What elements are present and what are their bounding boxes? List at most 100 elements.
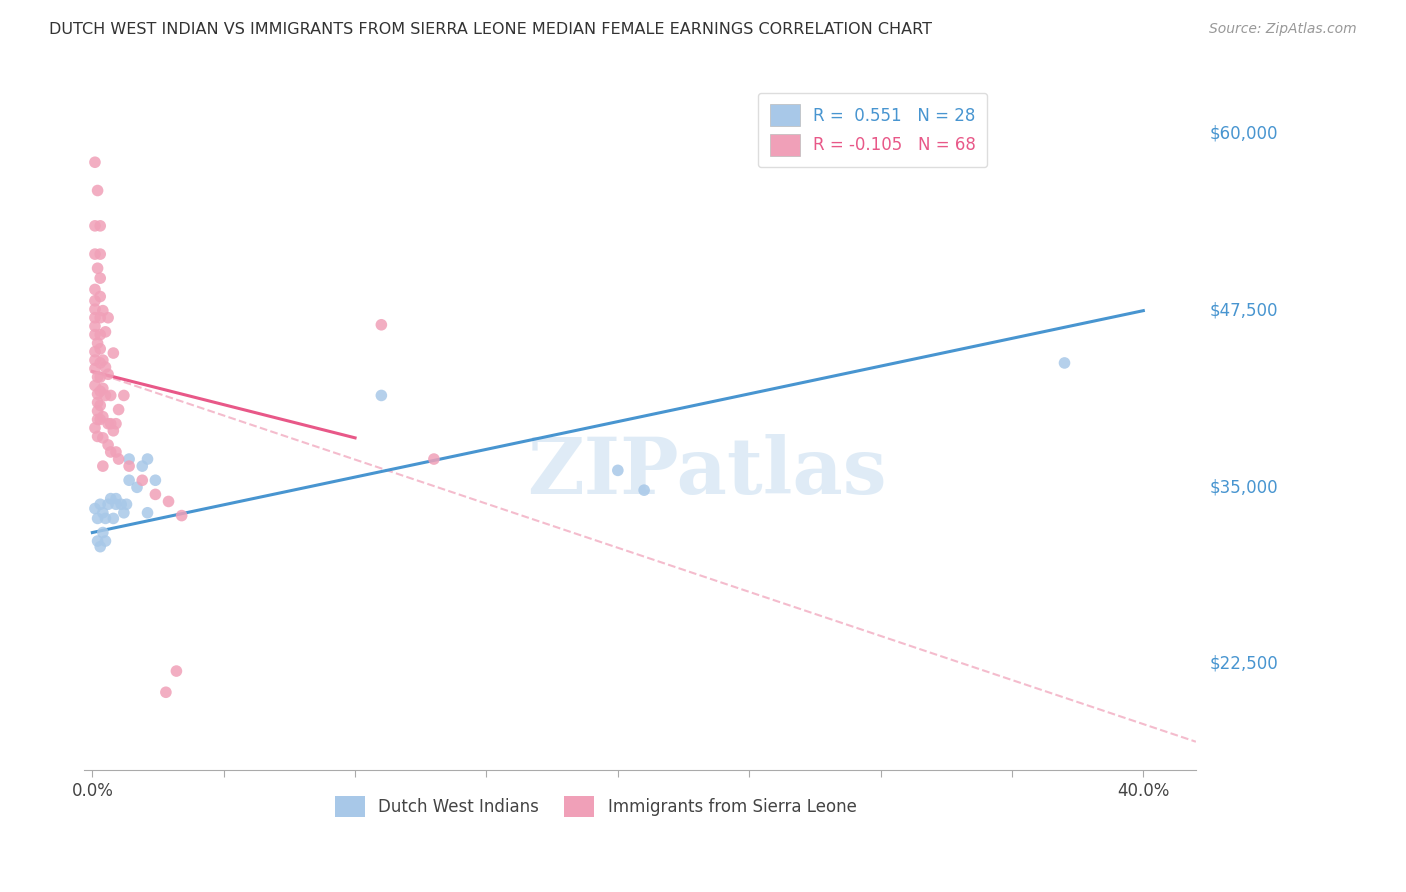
- Point: [115, 497, 138, 511]
- Point: [84, 302, 107, 317]
- Point: [89, 342, 111, 356]
- Point: [89, 540, 111, 554]
- Point: [84, 293, 107, 308]
- Point: [89, 384, 111, 399]
- Point: [89, 310, 111, 325]
- Point: [94, 388, 117, 402]
- Point: [89, 271, 111, 285]
- Point: [170, 508, 193, 523]
- Text: DUTCH WEST INDIAN VS IMMIGRANTS FROM SIERRA LEONE MEDIAN FEMALE EARNINGS CORRELA: DUTCH WEST INDIAN VS IMMIGRANTS FROM SIE…: [49, 22, 932, 37]
- Point: [91, 431, 114, 445]
- Point: [86, 429, 108, 443]
- Legend: Dutch West Indians, Immigrants from Sierra Leone: Dutch West Indians, Immigrants from Sier…: [329, 789, 863, 824]
- Point: [86, 387, 108, 401]
- Point: [370, 388, 392, 402]
- Point: [100, 445, 122, 459]
- Text: $35,000: $35,000: [1209, 478, 1278, 496]
- Point: [86, 336, 108, 351]
- Text: $60,000: $60,000: [1209, 125, 1278, 143]
- Point: [84, 282, 107, 296]
- Point: [84, 247, 107, 261]
- Point: [103, 424, 125, 438]
- Point: [86, 370, 108, 384]
- Point: [89, 327, 111, 342]
- Text: ZIPatlas: ZIPatlas: [527, 434, 887, 510]
- Point: [155, 685, 177, 699]
- Point: [97, 310, 120, 325]
- Point: [84, 344, 107, 359]
- Point: [165, 664, 187, 678]
- Point: [633, 483, 655, 497]
- Point: [91, 525, 114, 540]
- Point: [94, 325, 117, 339]
- Point: [97, 368, 120, 382]
- Point: [84, 319, 107, 334]
- Point: [100, 491, 122, 506]
- Point: [136, 506, 159, 520]
- Point: [89, 412, 111, 426]
- Text: Source: ZipAtlas.com: Source: ZipAtlas.com: [1209, 22, 1357, 37]
- Point: [125, 480, 148, 494]
- Point: [107, 452, 129, 467]
- Point: [91, 409, 114, 424]
- Point: [107, 402, 129, 417]
- Point: [89, 497, 111, 511]
- Point: [89, 398, 111, 412]
- Point: [97, 497, 120, 511]
- Point: [86, 511, 108, 525]
- Point: [118, 452, 141, 467]
- Point: [94, 511, 117, 525]
- Point: [84, 361, 107, 376]
- Point: [89, 219, 111, 233]
- Point: [104, 417, 127, 431]
- Point: [84, 155, 107, 169]
- Point: [89, 370, 111, 384]
- Point: [84, 378, 107, 392]
- Point: [104, 497, 127, 511]
- Point: [370, 318, 392, 332]
- Point: [136, 452, 159, 467]
- Point: [112, 506, 135, 520]
- Point: [84, 219, 107, 233]
- Point: [100, 388, 122, 402]
- Text: $47,500: $47,500: [1209, 301, 1278, 319]
- Point: [94, 360, 117, 375]
- Point: [118, 473, 141, 487]
- Point: [103, 346, 125, 360]
- Point: [157, 494, 180, 508]
- Point: [89, 289, 111, 303]
- Text: $22,500: $22,500: [1209, 655, 1278, 673]
- Point: [103, 511, 125, 525]
- Point: [91, 353, 114, 368]
- Point: [94, 534, 117, 549]
- Point: [84, 421, 107, 435]
- Point: [91, 303, 114, 318]
- Point: [104, 491, 127, 506]
- Point: [91, 459, 114, 474]
- Point: [145, 473, 167, 487]
- Point: [1053, 356, 1076, 370]
- Point: [104, 445, 127, 459]
- Point: [606, 463, 628, 477]
- Point: [145, 487, 167, 501]
- Point: [84, 353, 107, 368]
- Point: [91, 506, 114, 520]
- Point: [84, 501, 107, 516]
- Point: [423, 452, 446, 467]
- Point: [91, 381, 114, 395]
- Point: [86, 261, 108, 276]
- Point: [89, 247, 111, 261]
- Point: [84, 327, 107, 342]
- Point: [100, 417, 122, 431]
- Point: [97, 438, 120, 452]
- Point: [131, 459, 153, 474]
- Point: [86, 184, 108, 198]
- Point: [86, 404, 108, 418]
- Point: [112, 388, 135, 402]
- Point: [86, 395, 108, 409]
- Point: [110, 497, 132, 511]
- Point: [97, 417, 120, 431]
- Point: [131, 473, 153, 487]
- Point: [118, 459, 141, 474]
- Point: [86, 412, 108, 426]
